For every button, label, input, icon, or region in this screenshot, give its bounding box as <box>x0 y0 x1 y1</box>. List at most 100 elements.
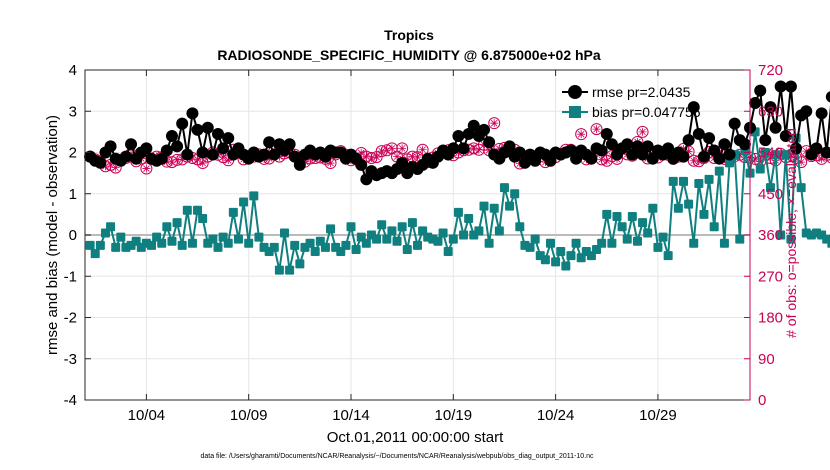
bias-point <box>372 234 382 244</box>
bias-point <box>689 238 699 248</box>
bias-point <box>407 218 417 228</box>
rmse-point <box>810 142 823 155</box>
bias-point <box>85 240 95 250</box>
rmse-point <box>212 127 224 140</box>
bias-point <box>556 247 566 256</box>
rmse-point <box>723 148 736 161</box>
y-right-tick-label: 180 <box>758 310 783 327</box>
rmse-point <box>825 91 830 103</box>
rmse-point <box>268 148 281 161</box>
obs-evaluated-marker <box>418 145 427 154</box>
bias-point <box>479 201 489 211</box>
bias-point <box>402 244 412 254</box>
rmse-point <box>713 152 726 165</box>
bias-point <box>382 234 392 244</box>
x-tick-label: 10/09 <box>230 407 268 424</box>
bias-point <box>193 205 203 215</box>
bias-point <box>725 158 735 168</box>
rmse-point <box>621 138 634 151</box>
bias-point <box>95 240 105 250</box>
bias-point <box>760 148 770 157</box>
rmse-point <box>206 148 219 161</box>
rmse-point <box>790 142 803 155</box>
bias-point <box>755 164 765 174</box>
bias-point <box>765 183 775 193</box>
rmse-point <box>160 144 173 157</box>
rmse-point <box>293 158 306 171</box>
bias-point <box>709 222 719 232</box>
rmse-point <box>585 152 598 165</box>
rmse-point <box>483 136 496 149</box>
rmse-point <box>196 146 209 159</box>
rmse-point <box>764 101 777 114</box>
obs-evaluated-marker <box>193 155 202 164</box>
obs-evaluated-marker <box>592 125 601 134</box>
y-right-axis-ticks: 0 90 180 270 360 450 540 630 720 <box>744 62 783 409</box>
bias-point <box>540 255 550 265</box>
y-tick-label: -1 <box>64 268 77 285</box>
bias-point <box>106 222 116 232</box>
bias-point <box>525 242 535 252</box>
bias-point <box>551 257 561 267</box>
bias-point <box>397 222 407 232</box>
rmse-point <box>222 132 235 145</box>
bias-point <box>443 247 453 256</box>
bias-point <box>638 218 648 228</box>
rmse-point <box>503 140 516 153</box>
x-tick-label: 10/24 <box>537 407 575 424</box>
y-right-tick-label: 720 <box>758 62 783 79</box>
y-tick-label: 2 <box>69 145 77 162</box>
bias-point <box>361 238 371 248</box>
rmse-point <box>692 127 705 140</box>
obs-evaluated-marker <box>265 154 274 163</box>
bias-point <box>505 201 515 211</box>
bias-point <box>213 242 223 252</box>
y-tick-label: 0 <box>69 227 77 244</box>
rmse-point <box>754 84 767 97</box>
bias-point <box>607 238 617 248</box>
rmse-point <box>258 148 271 161</box>
rmse-point <box>171 140 184 153</box>
obs-evaluated-marker <box>474 145 483 154</box>
bias-point <box>699 209 709 219</box>
bias-point <box>719 238 729 248</box>
legend-bias-marker <box>569 106 581 118</box>
bias-point <box>566 251 576 261</box>
rmse-point <box>119 150 132 163</box>
rmse-point <box>452 130 465 142</box>
bias-point <box>177 240 187 250</box>
obs-evaluated-marker <box>142 164 151 173</box>
obs-evaluated-marker <box>224 156 233 165</box>
rmse-point <box>749 97 762 109</box>
obs-evaluated-marker <box>694 157 703 166</box>
rmse-point <box>605 138 618 151</box>
bias-point <box>668 176 678 186</box>
bias-point <box>612 211 622 221</box>
chart-subtitle: RADIOSONDE_SPECIFIC_HUMIDITY @ 6.875000e… <box>217 47 601 63</box>
y-right-tick-label: 270 <box>758 268 783 285</box>
rmse-point <box>774 80 787 93</box>
bias-point <box>530 234 540 244</box>
rmse-point <box>815 107 828 120</box>
bias-point <box>448 234 458 244</box>
bias-point <box>602 209 612 219</box>
y-tick-label: -2 <box>64 310 77 327</box>
obs-evaluated-marker <box>300 157 309 166</box>
bias-point <box>679 176 688 186</box>
rmse-point <box>104 140 117 153</box>
obs-evaluated-marker <box>372 153 381 162</box>
y-right-tick-label: 540 <box>758 145 783 162</box>
y-right-tick-label: 90 <box>758 351 775 368</box>
obs-evaluated-marker <box>398 144 407 153</box>
bias-point <box>632 236 642 246</box>
bias-point <box>735 234 745 244</box>
obs-possible-marker <box>488 117 501 130</box>
rmse-point <box>677 150 690 163</box>
bias-point <box>684 199 694 209</box>
bias-point <box>249 191 259 201</box>
rmse-point <box>478 123 490 136</box>
rmse-point <box>728 117 741 130</box>
bias-point <box>438 228 448 238</box>
rmse-point <box>447 142 460 155</box>
bias-point <box>571 238 581 248</box>
